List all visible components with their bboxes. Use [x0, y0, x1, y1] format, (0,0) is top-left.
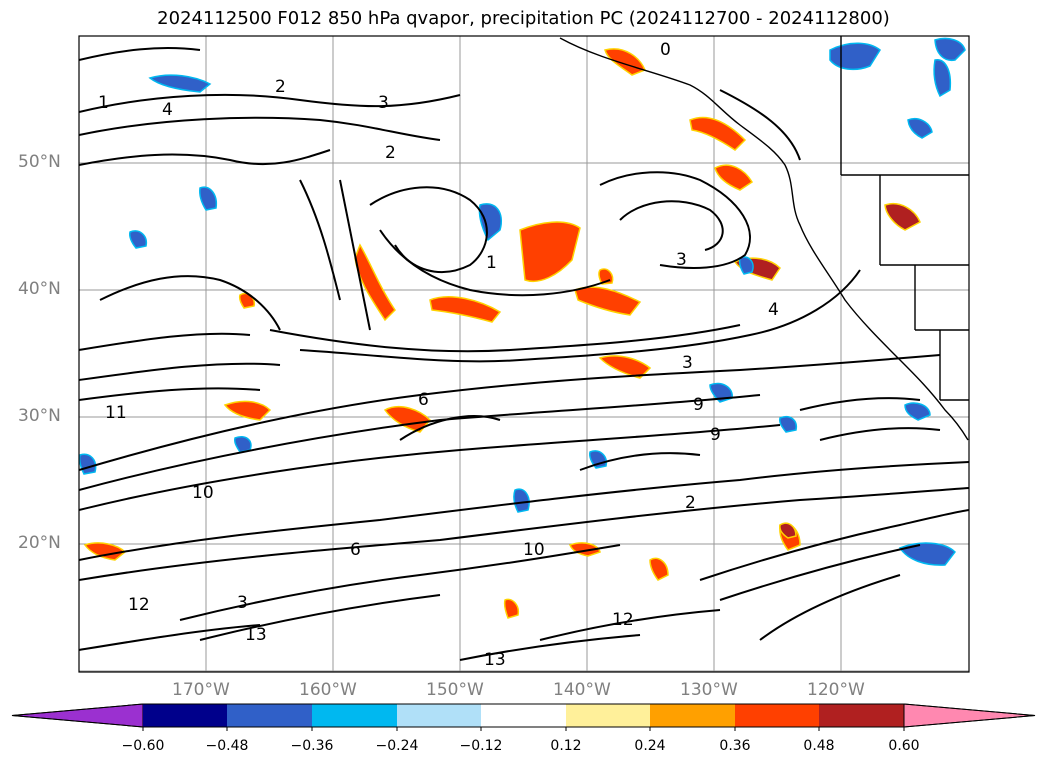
map-content: 1 2 3 4 6 9 10 11 12 13 0 3 2 4 3 6 9 10…: [79, 36, 969, 672]
contour-label: 3: [378, 93, 389, 113]
map-background: [79, 36, 969, 672]
colorbar-tick-label: 0.24: [634, 738, 666, 754]
contour-label: 2: [685, 493, 696, 513]
precip-negative: [79, 37, 966, 566]
lat-label: 50°N: [18, 152, 61, 172]
contour-label: 3: [237, 593, 248, 613]
colorbar-segment: [735, 704, 819, 727]
contour-label: 2: [385, 143, 396, 163]
contour-label: 4: [162, 100, 173, 120]
contour-label: 12: [612, 610, 634, 630]
contour-label: 2: [275, 77, 286, 97]
precip-positive: [83, 48, 921, 619]
contour-label: 3: [676, 250, 687, 270]
contour-label: 9: [710, 425, 721, 445]
lat-label: 40°N: [18, 279, 61, 299]
coastline: [559, 36, 969, 441]
contour-label: 10: [192, 483, 214, 503]
colorbar: [11, 703, 1036, 731]
qvapor-contours: [79, 47, 969, 661]
colorbar-segment: [312, 704, 397, 727]
colorbar-segment: [566, 704, 650, 727]
contour-label: 3: [682, 353, 693, 373]
colorbar-tick-label: −0.48: [205, 738, 249, 754]
contour-label: 13: [245, 625, 267, 645]
colorbar-segment: [397, 704, 481, 727]
colorbar-tick-label: 0.36: [719, 738, 751, 754]
contour-label: 13: [484, 650, 506, 670]
contour-label: 4: [768, 300, 779, 320]
lon-label: 120°W: [807, 680, 865, 700]
colorbar-segment: [227, 704, 312, 727]
contour-label: 10: [523, 540, 545, 560]
lon-label: 170°W: [172, 680, 230, 700]
contour-label: 6: [350, 540, 361, 560]
colorbar-segment: [143, 704, 227, 727]
colorbar-extend-max: [903, 703, 1036, 728]
contour-labels: 1 2 3 4 6 9 10 11 12 13 0 3 2 4 3 6 9 10…: [98, 40, 779, 670]
colorbar-tick-label: −0.36: [290, 738, 334, 754]
lon-label: 140°W: [553, 680, 611, 700]
map-title: 2024112500 F012 850 hPa qvapor, precipit…: [157, 8, 890, 29]
contour-label: 11: [105, 403, 127, 423]
map-frame: [78, 35, 970, 673]
lon-label: 150°W: [426, 680, 484, 700]
lon-label: 130°W: [680, 680, 738, 700]
colorbar-tick-label: −0.12: [459, 738, 503, 754]
colorbar-tick-label: 0.48: [803, 738, 835, 754]
contour-label: 1: [486, 253, 497, 273]
colorbar-tick-label: 0.12: [550, 738, 582, 754]
lon-label: 160°W: [299, 680, 357, 700]
colorbar-tick-label: −0.60: [121, 738, 165, 754]
lat-label: 30°N: [18, 406, 61, 426]
contour-label: 12: [128, 595, 150, 615]
contour-label: 6: [418, 390, 429, 410]
colorbar-segment: [819, 704, 904, 727]
colorbar-tick-label: −0.24: [375, 738, 419, 754]
contour-label: 0: [660, 40, 671, 60]
lat-label: 20°N: [18, 533, 61, 553]
contour-label: 9: [693, 395, 704, 415]
colorbar-extend-min: [11, 703, 144, 728]
colorbar-segment: [481, 704, 566, 727]
colorbar-segment: [650, 704, 735, 727]
colorbar-tick-label: 0.60: [888, 738, 920, 754]
contour-label: 1: [98, 93, 109, 113]
